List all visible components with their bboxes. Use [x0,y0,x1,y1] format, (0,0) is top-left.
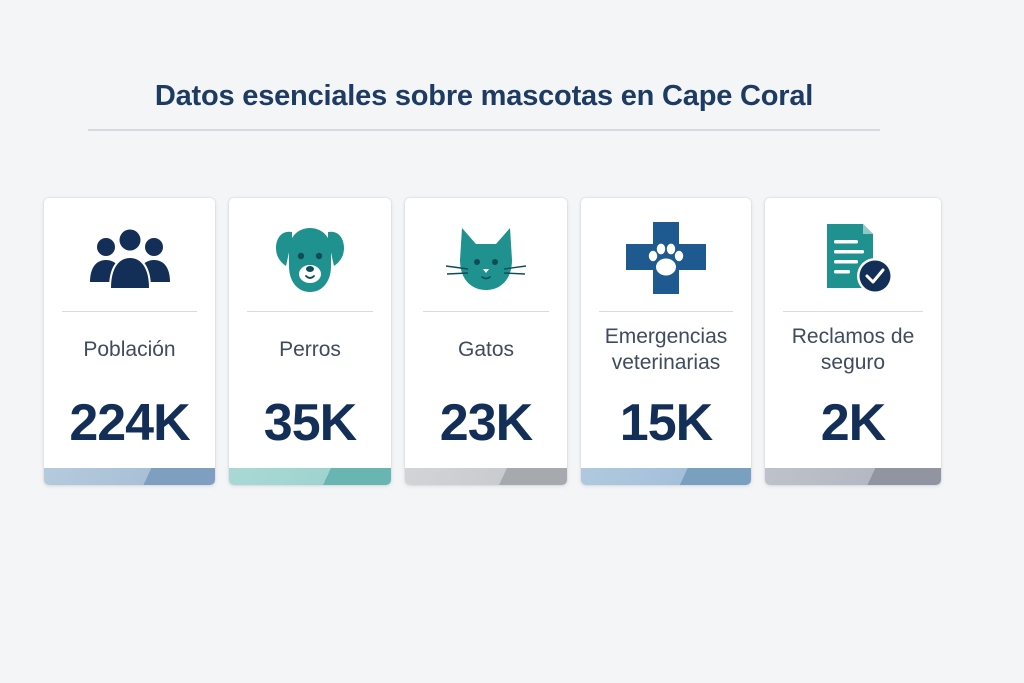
card-value: 2K [820,394,886,452]
card-divider [247,311,373,312]
card-label: Gatos [457,338,515,361]
vet-cross-paw-icon [618,220,714,296]
card-label: Emergencias veterinarias [604,325,728,374]
stat-card-poblacion: Población 224K [44,198,215,485]
stat-card-reclamos: Reclamos de seguro 2K [765,198,941,485]
stat-card-perros: Perros 35K [229,198,391,485]
stat-card-gatos: Gatos 23K [405,198,567,485]
dog-icon [262,220,358,296]
card-accent-bar [44,468,215,485]
card-label: Perros [279,338,341,361]
stat-card-emergencias: Emergencias veterinarias 15K [581,198,751,485]
card-accent-bar [405,468,567,485]
card-label: Población [83,338,176,361]
title-divider [88,129,880,131]
card-value: 224K [69,394,190,452]
card-accent-bar [229,468,391,485]
page-title: Datos esenciales sobre mascotas en Cape … [154,80,814,112]
card-divider [599,311,733,312]
insurance-document-check-icon [805,220,901,296]
card-divider [423,311,549,312]
card-value: 15K [619,394,713,452]
card-divider [62,311,197,312]
card-accent-bar [581,468,751,485]
card-value: 23K [439,394,533,452]
card-label: Reclamos de seguro [791,325,915,374]
cat-icon [438,220,534,296]
people-icon [82,220,178,296]
card-divider [783,311,923,312]
card-accent-bar [765,468,941,485]
card-value: 35K [263,394,357,452]
